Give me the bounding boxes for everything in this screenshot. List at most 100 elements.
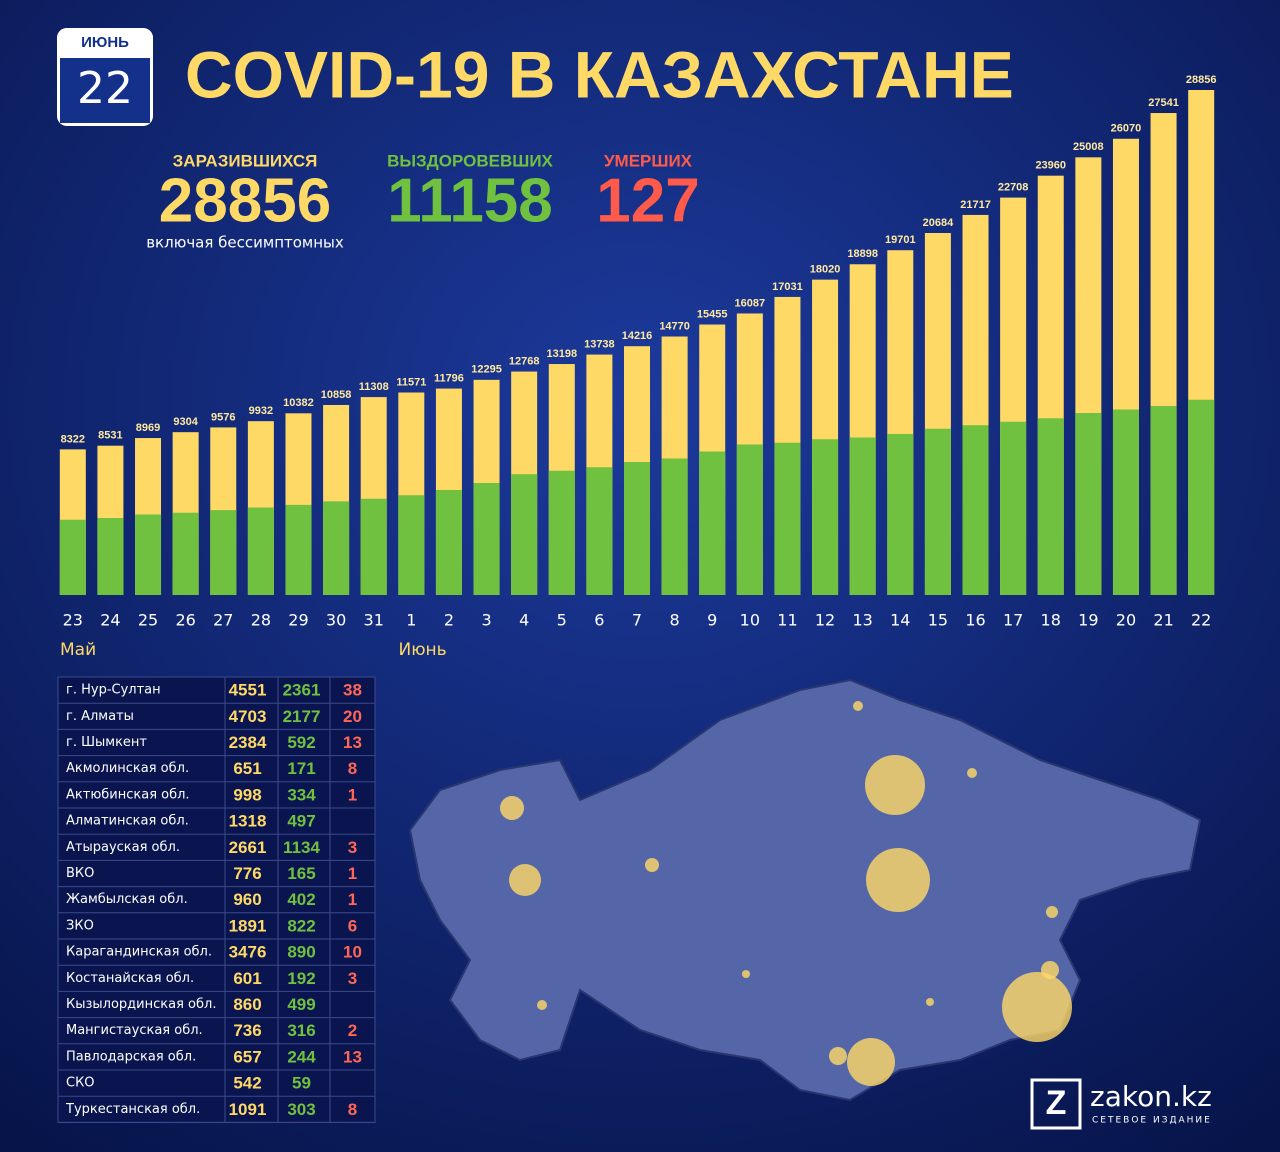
region-name: ВКО	[66, 866, 94, 881]
bubble	[865, 755, 925, 815]
cell-value: 2177	[283, 707, 321, 726]
bubble	[866, 848, 930, 912]
cell-value: 542	[233, 1074, 261, 1093]
x-tick-label: 1	[406, 611, 416, 630]
x-tick-label: 15	[928, 611, 948, 630]
cell-value: 59	[292, 1074, 311, 1093]
bubble	[967, 768, 977, 778]
cell-value: 10	[343, 943, 362, 962]
cell-value: 736	[233, 1021, 261, 1040]
cell-value: 1	[348, 864, 357, 883]
x-tick-label: 8	[670, 611, 680, 630]
stat-value: 28856	[159, 166, 331, 235]
bar	[887, 433, 914, 595]
bar	[285, 504, 312, 595]
cell-value: 822	[287, 916, 315, 935]
table: г. Нур-Султан 4551 2361 38г. Алматы 4703 2177…	[57, 676, 376, 1123]
bar-label: 8322	[61, 433, 85, 445]
bar-label: 13738	[584, 338, 615, 350]
x-tick-label: 29	[288, 611, 308, 630]
cell-value: 4551	[229, 681, 267, 700]
cell-value: 1318	[229, 812, 267, 831]
cell-value: 13	[343, 1047, 362, 1066]
x-tick-label: 20	[1116, 611, 1136, 630]
cell-value: 601	[233, 969, 261, 988]
bar-label: 23960	[1035, 160, 1066, 172]
x-tick-label: 25	[138, 611, 158, 630]
cell-value: 2	[348, 1021, 357, 1040]
bar	[172, 512, 199, 595]
cell-value: 499	[287, 995, 315, 1014]
cell-value: 998	[233, 785, 261, 804]
x-tick-label: 21	[1153, 611, 1173, 630]
cell-value: 8	[348, 759, 357, 778]
logo-mark	[1030, 1078, 1082, 1130]
bar-label: 25008	[1073, 141, 1104, 153]
x-tick-label: 24	[100, 611, 120, 630]
bar	[1188, 399, 1215, 595]
x-tick-label: 3	[481, 611, 491, 630]
bar	[97, 517, 124, 595]
region-name: г. Нур-Султан	[66, 683, 161, 698]
month-label: Июнь	[399, 640, 447, 660]
bar-label: 12768	[509, 355, 540, 367]
stat-label: УМЕРШИХ	[604, 151, 693, 170]
stat-value: 127	[596, 166, 699, 235]
cell-value: 1891	[229, 916, 267, 935]
x-tick-label: 19	[1078, 611, 1098, 630]
cell-value: 1134	[283, 838, 320, 857]
cell-value: 3	[348, 969, 357, 988]
cell-value: 192	[287, 969, 315, 988]
cell-value: 2384	[229, 733, 267, 752]
x-tick-label: 17	[1003, 611, 1023, 630]
cell-value: 20	[343, 707, 362, 726]
bubble	[1002, 972, 1072, 1042]
bubble	[537, 1000, 547, 1010]
cell-value: 38	[343, 681, 362, 700]
bar-label: 9304	[173, 416, 198, 428]
region-name: Алматинская обл.	[66, 814, 189, 829]
bar-label: 17031	[772, 281, 803, 293]
bar-label: 9932	[249, 405, 273, 417]
region-name: Атырауская обл.	[66, 840, 180, 855]
region-name: г. Шымкент	[66, 735, 147, 750]
bar	[1037, 418, 1064, 595]
bar-label: 20684	[923, 217, 954, 229]
region-name: СКО	[66, 1076, 95, 1091]
cell-value: 776	[233, 864, 261, 883]
bar-label: 14770	[659, 320, 690, 332]
bar	[962, 425, 989, 595]
bar-label: 19701	[885, 234, 916, 246]
bar-label: 15455	[697, 308, 728, 320]
bar-label: 16087	[735, 297, 766, 309]
stat-label: ЗАРАЗИВШИХСЯ	[173, 151, 318, 170]
x-tick-label: 2	[444, 611, 454, 630]
bar	[1112, 409, 1139, 595]
x-tick-label: 11	[777, 611, 797, 630]
bar	[624, 461, 650, 595]
bubble	[1041, 961, 1059, 979]
bar	[1000, 421, 1027, 595]
bar-label: 14216	[622, 330, 653, 342]
bar-label: 13198	[546, 348, 577, 360]
cell-value: 6	[348, 916, 357, 935]
x-tick-label: 28	[251, 611, 271, 630]
month-label: Май	[60, 640, 96, 660]
bubble	[509, 864, 541, 896]
region-name: Актюбинская обл.	[66, 787, 190, 802]
cell-value: 1	[348, 890, 357, 909]
bar	[398, 495, 425, 595]
x-tick-label: 10	[740, 611, 760, 630]
cell-value: 3	[348, 838, 357, 857]
x-tick-label: 14	[890, 611, 910, 630]
cell-value: 3476	[229, 943, 267, 962]
region-name: Кызылординская обл.	[66, 997, 216, 1012]
bar	[323, 501, 350, 595]
calendar-body	[60, 58, 150, 123]
x-tick-label: 22	[1191, 611, 1211, 630]
cell-value: 13	[343, 733, 362, 752]
x-tick-label: 4	[519, 611, 529, 630]
bar	[360, 498, 387, 595]
